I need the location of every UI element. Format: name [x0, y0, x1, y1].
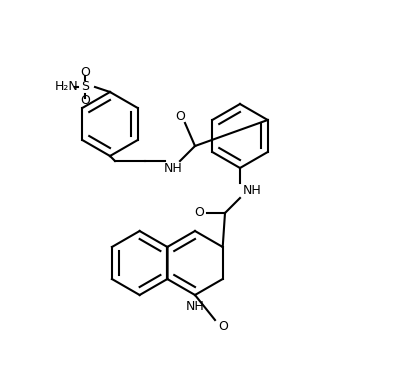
Text: NH: NH	[186, 301, 204, 313]
Text: NH: NH	[164, 162, 183, 175]
Text: O: O	[80, 66, 90, 79]
Text: H₂N: H₂N	[55, 81, 79, 93]
Text: O: O	[175, 109, 185, 122]
Text: O: O	[218, 321, 228, 333]
Text: O: O	[194, 207, 204, 220]
Text: NH: NH	[243, 184, 261, 197]
Text: S: S	[81, 81, 89, 93]
Text: O: O	[80, 94, 90, 108]
